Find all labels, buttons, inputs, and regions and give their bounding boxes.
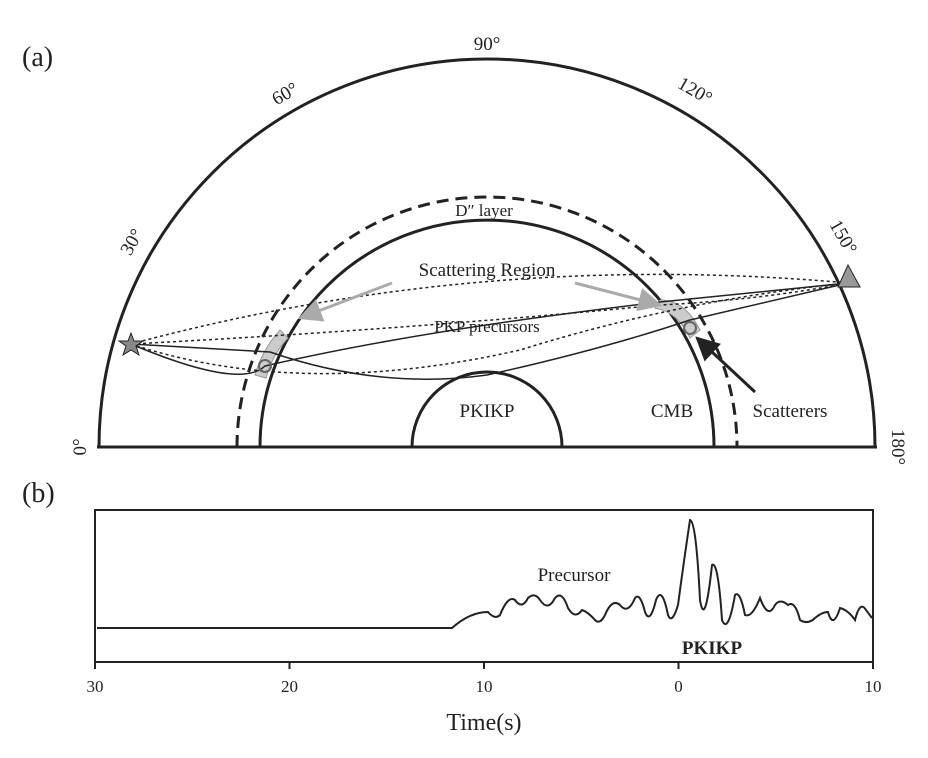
x-tick-label: 10 [865, 677, 882, 696]
cmb-label: CMB [651, 401, 693, 422]
scatterers-label: Scatterers [753, 401, 828, 422]
degree-label: 180° [887, 429, 908, 465]
d-layer-boundary [235, 195, 739, 448]
arrow [574, 281, 663, 312]
rays [130, 273, 849, 380]
scattering-patch [654, 299, 701, 339]
degree-label: 120° [674, 73, 716, 109]
pkikp-label: PKIKP [682, 638, 743, 659]
degree-label: 150° [825, 216, 861, 258]
surface [97, 57, 877, 448]
pkp-precursors-label: PKP precursors [434, 317, 540, 336]
scattering-region-label: Scattering Region [419, 260, 556, 281]
x-tick-label: 10 [476, 677, 493, 696]
x-axis: 30 20 10 0 10 [87, 662, 882, 696]
scatterer [683, 321, 697, 335]
x-axis-title: Time(s) [446, 710, 521, 736]
degree-label: 60° [268, 78, 302, 109]
ray [130, 282, 849, 375]
panel-label: (b) [22, 478, 55, 509]
cmb [258, 218, 716, 448]
ray [130, 282, 849, 345]
ray [130, 282, 849, 375]
panel-label: (a) [22, 42, 53, 73]
pkikp-label: PKIKP [460, 401, 515, 422]
inner-core [410, 370, 564, 448]
ray [130, 273, 849, 345]
x-tick-label: 0 [674, 677, 683, 696]
d-layer-label: D″ layer [455, 201, 513, 220]
x-tick-label: 30 [87, 677, 104, 696]
ray [130, 282, 849, 380]
earth-cross-section [97, 57, 877, 449]
degree-label: 90° [474, 34, 501, 55]
source-star [117, 331, 145, 357]
arrow [695, 336, 757, 394]
degree-label: 0° [70, 438, 91, 455]
station-triangle [837, 263, 861, 288]
arrow [297, 281, 393, 322]
plot-frame [94, 509, 874, 663]
degree-label: 30° [116, 225, 147, 259]
x-tick-label: 20 [281, 677, 298, 696]
waveform [97, 518, 873, 629]
scattering-patch [254, 329, 289, 379]
precursor-label: Precursor [538, 565, 611, 586]
scatterer [258, 359, 272, 373]
